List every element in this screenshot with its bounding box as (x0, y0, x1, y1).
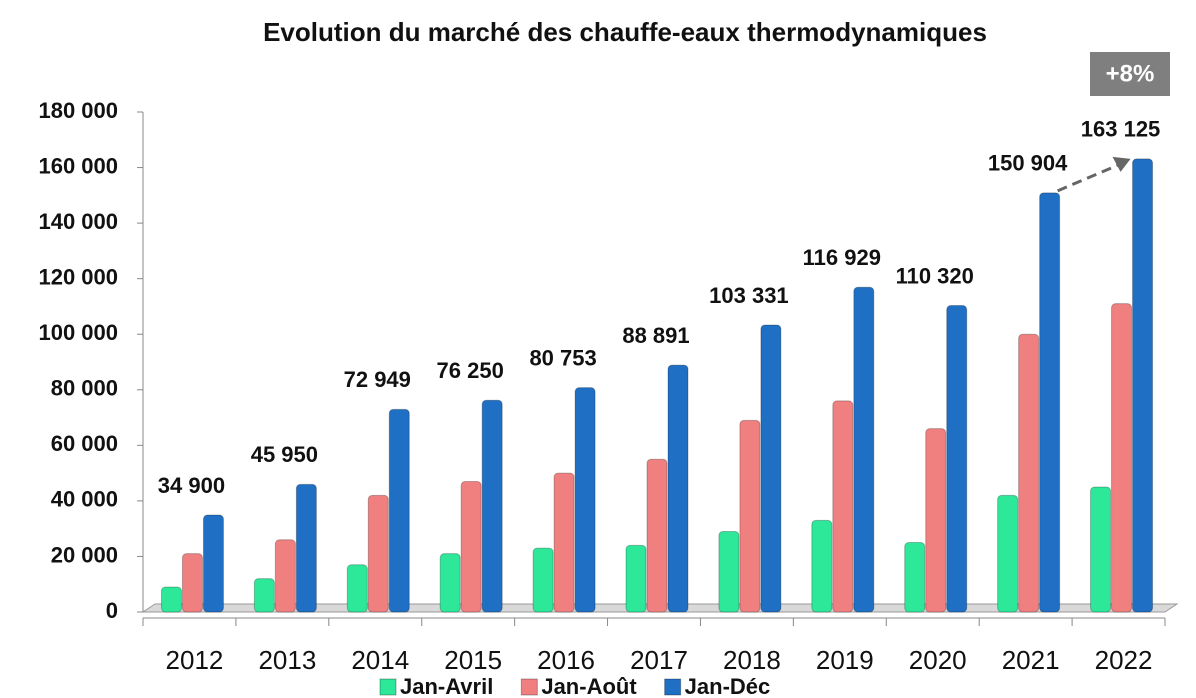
bar (1018, 333, 1040, 613)
value-label: 45 950 (251, 442, 318, 467)
bar (1090, 486, 1112, 613)
y-tick-label: 180 000 (38, 98, 118, 123)
value-label: 163 125 (1081, 117, 1161, 142)
value-label: 80 753 (529, 345, 596, 370)
legend-label: Jan-Déc (685, 674, 771, 698)
bar (274, 539, 296, 613)
x-tick-label: 2021 (1002, 645, 1060, 675)
x-tick-label: 2020 (909, 645, 967, 675)
x-tick-label: 2014 (351, 645, 409, 675)
y-tick-label: 60 000 (51, 431, 118, 456)
x-tick-label: 2018 (723, 645, 781, 675)
y-tick-label: 120 000 (38, 264, 118, 289)
bar (667, 364, 689, 613)
value-label: 88 891 (622, 323, 689, 348)
bar (760, 324, 782, 613)
bar (1111, 303, 1133, 613)
legend-label: Jan-Août (541, 674, 637, 698)
value-label: 116 929 (803, 245, 881, 270)
y-tick-label: 40 000 (51, 487, 118, 512)
x-tick-label: 2019 (816, 645, 874, 675)
bar (811, 519, 833, 613)
value-label: 103 331 (709, 283, 789, 308)
bar (460, 480, 482, 613)
y-tick-label: 100 000 (38, 320, 118, 345)
x-tick-label: 2017 (630, 645, 688, 675)
bar (997, 494, 1019, 613)
bar (532, 547, 554, 613)
bar (367, 494, 389, 613)
legend-label: Jan-Avril (400, 674, 493, 698)
legend-swatch (664, 678, 682, 696)
bar (904, 542, 926, 613)
bar (853, 286, 875, 613)
bar (253, 578, 275, 613)
bar (439, 553, 461, 613)
x-tick-label: 2012 (166, 645, 224, 675)
value-label: 110 320 (896, 263, 974, 288)
arrow-head (1112, 156, 1131, 172)
bar (574, 387, 596, 613)
bar (625, 544, 647, 613)
arrow (1057, 163, 1120, 193)
value-label: 76 250 (437, 358, 504, 383)
y-tick-label: 160 000 (38, 153, 118, 178)
bar (646, 458, 668, 613)
bar (832, 400, 854, 613)
value-label: 34 900 (158, 473, 225, 498)
value-label: 72 949 (344, 367, 411, 392)
y-tick-label: 0 (106, 598, 118, 623)
bar (739, 419, 761, 613)
bar (481, 399, 503, 613)
annotation: +8% (1106, 60, 1155, 87)
bar (553, 472, 575, 613)
y-tick-label: 80 000 (51, 376, 118, 401)
bar (388, 408, 410, 613)
bar (1039, 192, 1061, 613)
bar (181, 553, 203, 613)
annotation-box (1090, 52, 1170, 96)
chart-title: Evolution du marché des chauffe-eaux the… (263, 17, 987, 47)
y-tick-label: 20 000 (51, 542, 118, 567)
bar (160, 586, 182, 613)
x-tick-label: 2016 (537, 645, 595, 675)
x-tick-label: 2022 (1095, 645, 1153, 675)
legend-swatch (520, 678, 538, 696)
value-label: 150 904 (988, 151, 1068, 176)
bar (1132, 158, 1154, 613)
bar (202, 514, 224, 613)
bar (925, 428, 947, 613)
bar (946, 305, 968, 613)
bar (718, 530, 740, 613)
y-tick-label: 140 000 (38, 209, 118, 234)
x-tick-label: 2013 (258, 645, 316, 675)
bar (346, 564, 368, 613)
x-tick-label: 2015 (444, 645, 502, 675)
bar (295, 483, 317, 613)
legend-swatch (379, 678, 397, 696)
